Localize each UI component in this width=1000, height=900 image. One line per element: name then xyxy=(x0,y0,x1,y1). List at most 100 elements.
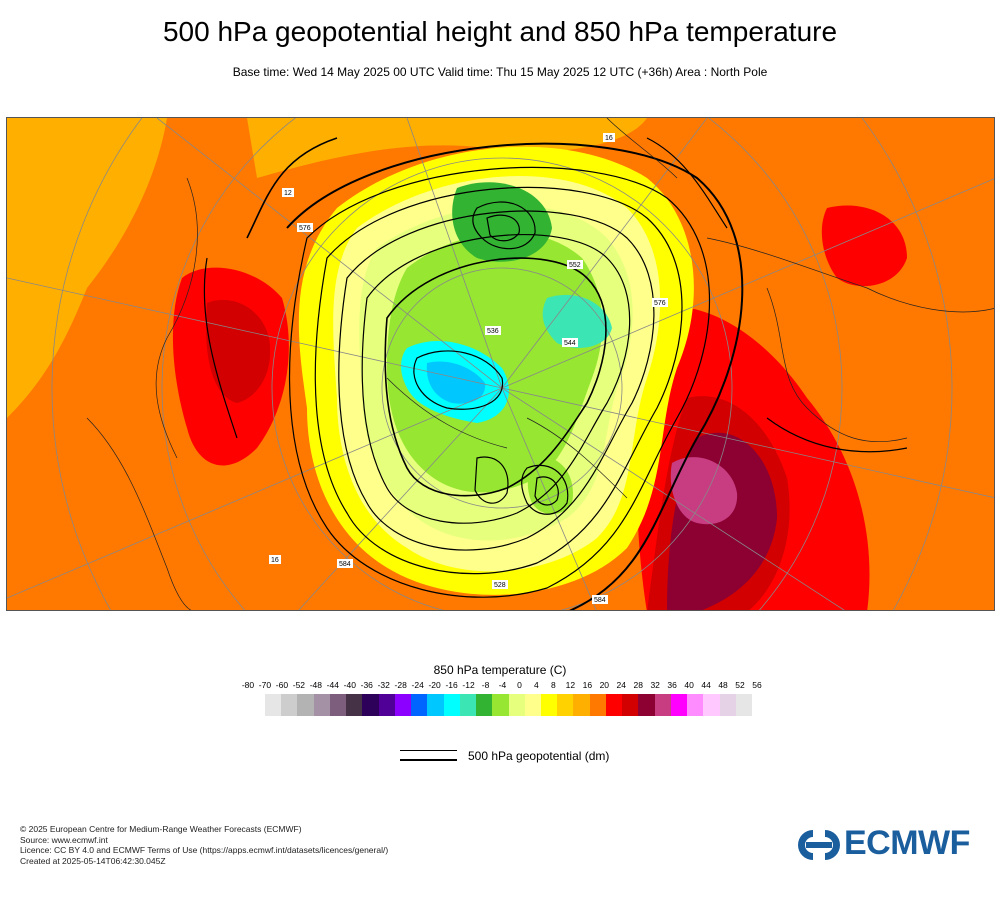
colorbar-swatch xyxy=(476,694,493,716)
colorbar-swatch xyxy=(540,694,558,716)
contour-label-16: 16 xyxy=(603,133,615,142)
colorbar-swatch xyxy=(703,694,720,716)
coastlines xyxy=(86,118,994,610)
colorbar-swatch xyxy=(654,694,671,716)
contour-label-text: 528 xyxy=(494,582,506,589)
colorbar-tick-label: 52 xyxy=(735,680,745,690)
colorbar-tick-label: -4 xyxy=(498,680,507,690)
credit-line: Created at 2025-05-14T06:42:30.045Z xyxy=(20,855,166,866)
contour-label-528: 528 xyxy=(492,580,508,589)
temp-field-minus12 xyxy=(542,294,612,348)
colorbar-swatch xyxy=(281,694,298,716)
colorbar-swatch xyxy=(719,694,736,716)
contour-label-536: 536 xyxy=(485,326,501,335)
colorbar-tick-label: 16 xyxy=(582,680,593,690)
colorbar-tick-label: 32 xyxy=(650,680,660,690)
contour-label-text: 576 xyxy=(654,300,666,307)
temp-field-minus8 xyxy=(452,182,552,262)
colorbar-swatch xyxy=(573,694,590,716)
colorbar-swatch xyxy=(443,694,460,716)
colorbar-tick-label: 36 xyxy=(667,680,677,690)
temp-field-12-north xyxy=(247,118,647,178)
contour-label-layer: 552 544 536 576 584 528 16 12 16 576 584 xyxy=(269,133,668,604)
contour-label-text: 16 xyxy=(271,557,279,564)
colorbar-swatch xyxy=(427,694,444,716)
colorbar-tick-label: -12 xyxy=(462,680,475,690)
colorbar-tick-label: -20 xyxy=(428,680,441,690)
colorbar-tick-label: 56 xyxy=(752,680,762,690)
colorbar-swatch xyxy=(394,694,412,716)
contour-label-576b: 576 xyxy=(652,298,668,307)
contour-label-16b: 16 xyxy=(269,555,281,564)
colorbar-tick-label: -48 xyxy=(309,680,323,690)
temp-field-minus20 xyxy=(426,361,486,404)
colorbar-swatch xyxy=(329,694,347,716)
contour-label-text: 16 xyxy=(605,135,613,142)
temp-field-32-east xyxy=(670,457,738,525)
colorbar-swatch xyxy=(265,694,282,716)
map-svg: 552 544 536 576 584 528 16 12 16 576 584 xyxy=(7,118,994,610)
contour-label-text: 536 xyxy=(487,328,499,335)
colorbar-swatch xyxy=(411,694,428,716)
colorbar-swatch xyxy=(557,694,574,716)
colorbar-swatch xyxy=(378,694,395,716)
colorbar-ticks: -80 -70 -60 -52 -48 -44 -40 -36 -32 -28 -24 -20 -16-… xyxy=(240,680,765,692)
colorbar-tick-label: -44 xyxy=(326,680,339,690)
temperature-colorbar xyxy=(265,694,753,716)
colorbar-swatch xyxy=(524,694,541,716)
colorbar-tick-label: 8 xyxy=(551,680,556,690)
contour-label-576: 576 xyxy=(297,223,313,232)
contour-label-text: 584 xyxy=(339,561,351,568)
temperature-legend-title: 850 hPa temperature (C) xyxy=(433,663,567,677)
colorbar-swatch xyxy=(735,694,753,716)
temp-field-20-ne xyxy=(821,205,907,287)
credits-block: © 2025 European Centre for Medium-Range … xyxy=(20,824,388,866)
colorbar-swatch xyxy=(459,694,477,716)
contour-label-544: 544 xyxy=(562,338,578,347)
contour-label-text: 584 xyxy=(594,597,606,604)
colorbar-tick-label: 28 xyxy=(633,680,643,690)
geopotential-contours xyxy=(203,137,908,610)
chart-title: 500 hPa geopotential height and 850 hPa … xyxy=(162,16,838,47)
contour-label-text: 544 xyxy=(564,340,576,347)
colorbar-tick-label: 40 xyxy=(684,680,694,690)
contour-label-text: 552 xyxy=(569,262,581,269)
colorbar-swatch xyxy=(297,694,314,716)
colorbar-swatch xyxy=(346,694,363,716)
colorbar-swatch xyxy=(638,694,655,716)
colorbar-tick-label: -32 xyxy=(377,680,390,690)
colorbar-tick-label: -52 xyxy=(292,680,306,690)
colorbar-swatch xyxy=(313,694,330,716)
colorbar-tick-label: -70 xyxy=(258,680,272,690)
colorbar-tick-label: -8 xyxy=(481,680,490,690)
colorbar-tick-label: -36 xyxy=(360,680,373,690)
colorbar-tick-label: 12 xyxy=(565,680,576,690)
temp-field-12-west xyxy=(7,118,167,418)
colorbar-swatch xyxy=(589,694,606,716)
temperature-map: 552 544 536 576 584 528 16 12 16 576 584 xyxy=(6,117,995,611)
temp-field-minus4-south xyxy=(527,457,573,515)
ecmwf-logo-icon xyxy=(798,830,840,860)
colorbar-tick-label: -80 xyxy=(241,680,255,690)
colorbar-tick-label: 20 xyxy=(599,680,610,690)
credit-line: Licence: CC BY 4.0 and ECMWF Terms of Us… xyxy=(20,845,389,855)
colorbar-tick-label: 0 xyxy=(517,680,522,690)
colorbar-tick-label: -28 xyxy=(394,680,407,690)
colorbar-swatch xyxy=(687,694,704,716)
colorbar-swatch xyxy=(492,694,509,716)
colorbar-swatch xyxy=(622,694,639,716)
graticule xyxy=(7,118,994,610)
geopotential-legend-label: 500 hPa geopotential (dm) xyxy=(468,749,610,763)
credit-line: © 2025 European Centre for Medium-Range … xyxy=(20,824,302,834)
chart-subtitle: Base time: Wed 14 May 2025 00 UTC Valid … xyxy=(232,65,768,79)
colorbar-swatch xyxy=(670,694,688,716)
geopotential-thin-line xyxy=(400,750,457,751)
colorbar-tick-label: -24 xyxy=(411,680,424,690)
colorbar-tick-label: -40 xyxy=(343,680,356,690)
credit-line: Source: www.ecmwf.int xyxy=(20,834,108,845)
colorbar-tick-label: 48 xyxy=(718,680,728,690)
colorbar-swatch xyxy=(605,694,623,716)
colorbar-swatch xyxy=(508,694,525,716)
colorbar-tick-label: 44 xyxy=(701,680,711,690)
geopotential-thick-line xyxy=(400,759,457,761)
